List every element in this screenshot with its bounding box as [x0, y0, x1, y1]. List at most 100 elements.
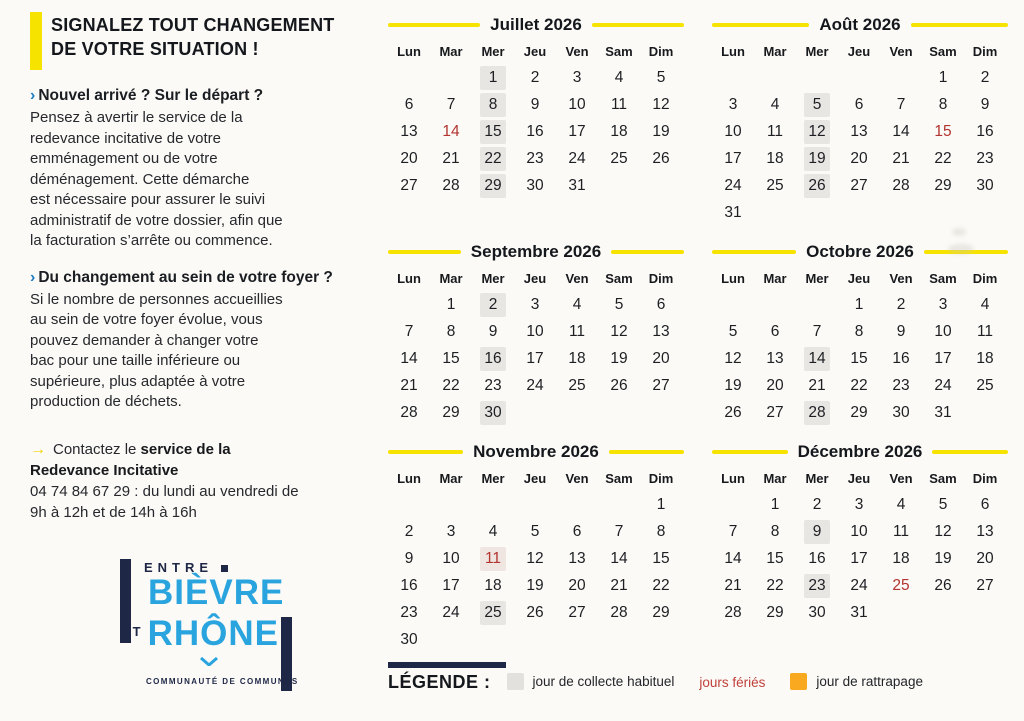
section-heading-text: Du changement au sein de votre foyer ? — [38, 268, 333, 286]
day-cell: 19 — [598, 345, 640, 372]
month-title: Août 2026 — [819, 15, 901, 34]
day-number: 13 — [652, 322, 670, 340]
day-cell: 1 — [640, 491, 682, 518]
day-number: 21 — [400, 376, 418, 394]
weekday-label: Sam — [929, 270, 957, 286]
day-cell: 17 — [712, 145, 754, 172]
day-number: 11 — [976, 322, 994, 340]
day-number: 14 — [610, 549, 628, 567]
day-cell: 9 — [964, 91, 1006, 118]
day-cell: 28 — [796, 399, 838, 426]
day-number: 3 — [728, 95, 738, 113]
day-number: 28 — [892, 176, 910, 194]
day-number: 24 — [526, 376, 544, 394]
chevron-bullet-icon: › — [30, 268, 36, 286]
day-cell: 31 — [922, 399, 964, 426]
day-number: 27 — [766, 403, 784, 421]
empty-cell — [556, 491, 598, 518]
day-cell: 31 — [712, 199, 754, 226]
panel-title-row: SIGNALEZ TOUT CHANGEMENT DE VOTRE SITUAT… — [30, 12, 380, 70]
day-cell: 2 — [472, 291, 514, 318]
day-number: 24 — [934, 376, 952, 394]
day-cell: 12 — [514, 545, 556, 572]
day-number: 13 — [400, 122, 418, 140]
day-cell: 9 — [880, 318, 922, 345]
day-cell: 16 — [796, 545, 838, 572]
day-cell: 6 — [838, 91, 880, 118]
day-number: 12 — [934, 522, 952, 540]
day-number: 9 — [488, 322, 498, 340]
scan-smudge — [952, 228, 966, 236]
day-cell: 7 — [712, 518, 754, 545]
yellow-accent-bar — [30, 12, 42, 70]
day-number: 21 — [724, 576, 742, 594]
day-number: 31 — [724, 203, 742, 221]
day-number: 11 — [892, 522, 910, 540]
day-cell: 15 — [430, 345, 472, 372]
day-number: 7 — [404, 322, 414, 340]
day-number: 15 — [480, 119, 506, 144]
day-cell: 7 — [796, 318, 838, 345]
empty-cell — [388, 64, 430, 91]
weekday-label: Dim — [972, 470, 998, 486]
day-number: 11 — [766, 122, 784, 140]
days-grid: 1 2 3 4 5 6 7 8 9 10 11 12 13 14 15 16 17 18 19 20 21 22 23 24 2… — [388, 291, 684, 426]
day-number: 9 — [404, 549, 414, 567]
day-cell: 9 — [472, 318, 514, 345]
day-cell: 31 — [556, 172, 598, 199]
day-number: 5 — [938, 495, 948, 513]
day-cell: 14 — [598, 545, 640, 572]
day-number: 29 — [850, 403, 868, 421]
empty-cell — [838, 64, 880, 91]
day-number: 2 — [480, 292, 506, 317]
day-number: 8 — [656, 522, 666, 540]
empty-cell — [880, 64, 922, 91]
month-calendar-6: Décembre 2026 Lun Mar Mer Jeu Ven Sam Dim 1 2 3 4 5 6… — [712, 439, 1009, 653]
day-cell: 5 — [796, 91, 838, 118]
day-number: 17 — [568, 122, 586, 140]
weekday-label: Jeu — [523, 270, 547, 286]
day-number: 7 — [614, 522, 624, 540]
day-cell: 4 — [472, 518, 514, 545]
day-cell: 8 — [472, 91, 514, 118]
weekday-label: Ven — [565, 470, 589, 486]
day-number: 27 — [652, 376, 670, 394]
legend-title-wrap: LÉGENDE : — [388, 662, 506, 693]
day-number: 25 — [610, 149, 628, 167]
day-number: 26 — [526, 603, 544, 621]
day-number: 18 — [610, 122, 628, 140]
logo-left-bar — [120, 558, 131, 643]
logo-square-icon — [221, 564, 229, 572]
day-cell: 24 — [430, 599, 472, 626]
day-number: 4 — [614, 68, 624, 86]
empty-cell — [514, 491, 556, 518]
empty-cell — [712, 64, 754, 91]
day-number: 21 — [610, 576, 628, 594]
day-cell: 14 — [388, 345, 430, 372]
day-number: 27 — [976, 576, 994, 594]
day-cell: 30 — [472, 399, 514, 426]
day-cell: 31 — [838, 599, 880, 626]
day-number: 13 — [976, 522, 994, 540]
day-cell: 28 — [388, 399, 430, 426]
day-cell: 30 — [388, 626, 430, 653]
day-number: 18 — [766, 149, 784, 167]
day-cell: 23 — [880, 372, 922, 399]
day-number: 19 — [526, 576, 544, 594]
calendar-grid: Juillet 2026 Lun Mar Mer Jeu Ven Sam Dim 1 2 3 4 5 6 7… — [388, 12, 1016, 653]
day-number: 8 — [938, 95, 948, 113]
day-cell: 16 — [388, 572, 430, 599]
day-cell: 3 — [922, 291, 964, 318]
day-cell: 27 — [640, 372, 682, 399]
day-cell: 29 — [754, 599, 796, 626]
day-cell: 4 — [556, 291, 598, 318]
day-cell: 16 — [472, 345, 514, 372]
section-changement-foyer: › Du changement au sein de votre foyer ? … — [30, 269, 380, 413]
month-calendar-2: Août 2026 Lun Mar Mer Jeu Ven Sam Dim 1 2 3 4 5 6 7 8 9 1… — [712, 12, 1008, 226]
day-number: 24 — [724, 176, 742, 194]
day-number: 30 — [976, 176, 994, 194]
day-number: 10 — [442, 549, 460, 567]
day-number: 6 — [854, 95, 864, 113]
day-number: 2 — [530, 68, 540, 86]
day-number: 2 — [812, 495, 822, 513]
